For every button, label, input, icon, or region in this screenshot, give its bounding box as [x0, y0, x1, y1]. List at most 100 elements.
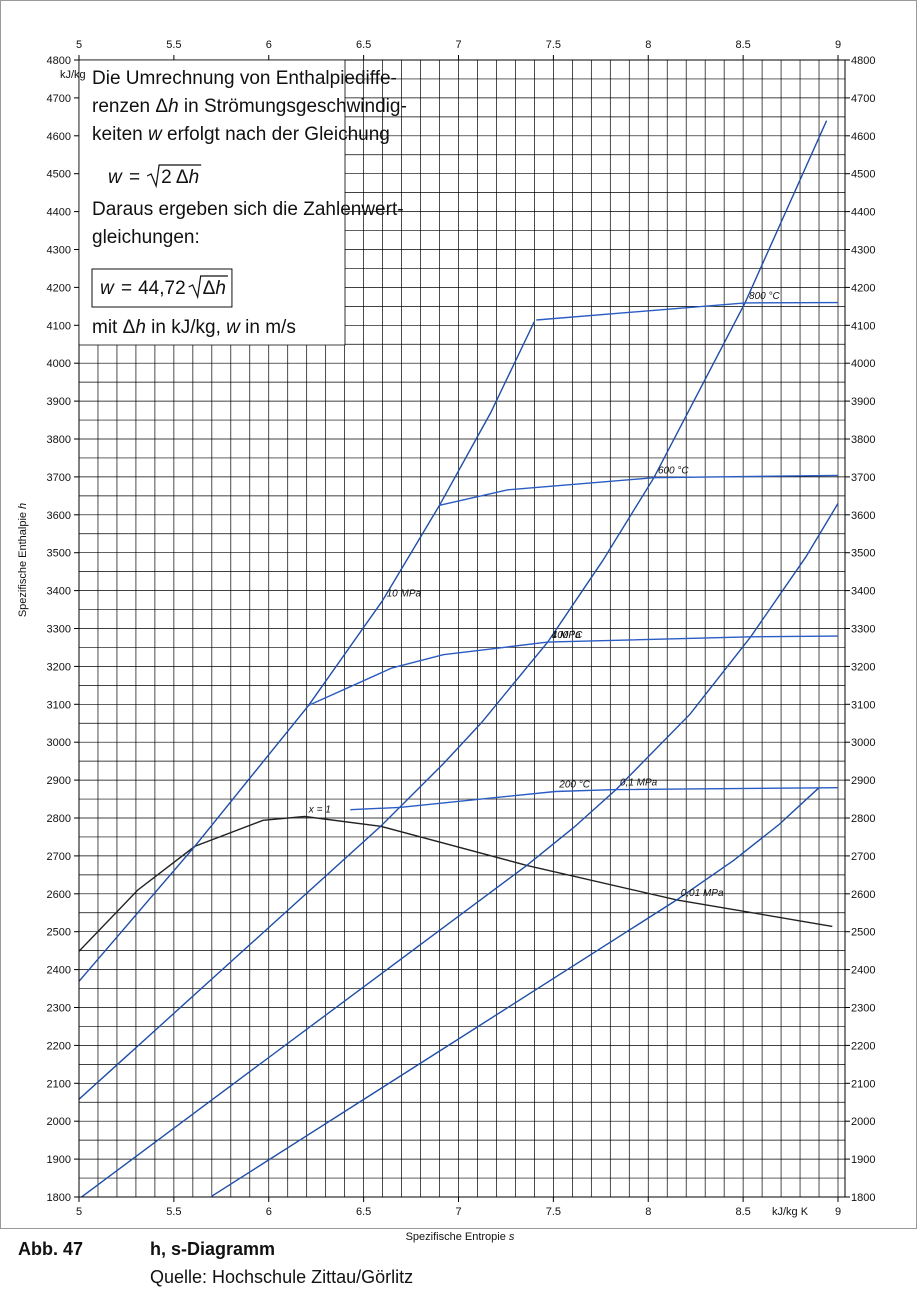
y-tick-label: 2900 [47, 775, 71, 787]
y-tick-label: 2800 [47, 813, 71, 825]
caption-title: h, s-Diagramm [150, 1239, 275, 1259]
y-tick-label: 2600 [851, 889, 875, 901]
x-tick-label: 9 [835, 1206, 841, 1218]
y-tick-label: 4000 [47, 358, 71, 370]
text-segment: 2 Δ [161, 167, 189, 188]
y-tick-label: 3900 [47, 396, 71, 408]
y-tick-label: 3700 [851, 472, 875, 484]
formula-radicand: Δh [203, 278, 226, 299]
note-line: renzen Δh in Strömungsgeschwindig- [92, 96, 407, 117]
y-tick-label: 3200 [851, 661, 875, 673]
y-tick-label: 3400 [47, 586, 71, 598]
series-label: 600 °C [658, 466, 689, 477]
y-tick-label: 2100 [851, 1078, 875, 1090]
text-segment: h [168, 96, 179, 117]
series-label: 400 °C [552, 630, 583, 641]
y-tick-label: 3500 [851, 548, 875, 560]
formula-op: = [121, 278, 132, 299]
y-tick-label: 4300 [851, 245, 875, 257]
x-tick-label: 7 [455, 39, 461, 51]
y-tick-label: 4600 [47, 131, 71, 143]
y-tick-label: 3200 [47, 661, 71, 673]
y-tick-label: 4800 [851, 55, 875, 67]
text-segment: h [135, 317, 146, 338]
x-tick-label: 8 [645, 39, 651, 51]
x-tick-label: 5 [76, 1206, 82, 1218]
text-segment: renzen Δ [92, 96, 168, 117]
y-tick-label: 4000 [851, 358, 875, 370]
text-segment: Δ [203, 278, 216, 299]
series-line [440, 475, 839, 505]
note-line: Daraus ergeben sich die Zahlenwert- [92, 199, 404, 220]
y-tick-label: 3300 [851, 624, 875, 636]
text-segment: h [189, 167, 200, 188]
y-tick-label: 3800 [47, 434, 71, 446]
y-tick-label: 4100 [47, 320, 71, 332]
caption-number: Abb. 47 [18, 1239, 83, 1259]
y-tick-label: 2000 [851, 1116, 875, 1128]
y-tick-label: 3900 [851, 396, 875, 408]
y-tick-label: 3000 [851, 737, 875, 749]
y-tick-label: 4400 [851, 207, 875, 219]
formula-lhs: w [108, 167, 123, 188]
series-label: 10 MPa [387, 588, 422, 599]
x-axis-label: Spezifische Entropie s [406, 1231, 515, 1243]
page: {"chart_data": { "type": "line", "xlim":… [0, 0, 917, 1306]
formula-op: = [129, 167, 140, 188]
y-tick-label: 1900 [47, 1154, 71, 1166]
y-tick-label: 4200 [851, 282, 875, 294]
note-line: gleichungen: [92, 227, 200, 248]
y-tick-label: 4100 [851, 320, 875, 332]
y-tick-label: 4500 [47, 169, 71, 181]
y-tick-label: 2100 [47, 1078, 71, 1090]
y-tick-label: 1800 [47, 1192, 71, 1204]
y-tick-label: 2400 [851, 965, 875, 977]
text-segment: s [509, 1231, 515, 1243]
y-tick-label: 3800 [851, 434, 875, 446]
x-tick-label: 5.5 [166, 39, 181, 51]
series-label: 200 °C [558, 779, 590, 790]
note-line: mit Δh in kJ/kg, w in m/s [92, 317, 296, 338]
y-tick-label: 2300 [47, 1003, 71, 1015]
y-tick-label: 2400 [47, 965, 71, 977]
text-segment: erfolgt nach der Gleichung [162, 124, 390, 145]
text-segment: Spezifische Enthalpie [17, 509, 29, 617]
y-tick-label: 2600 [47, 889, 71, 901]
note-line: keiten w erfolgt nach der Gleichung [92, 124, 390, 145]
text-segment: Die Umrechnung von Enthalpiediffe- [92, 68, 397, 89]
text-segment: in m/s [240, 317, 296, 338]
y-tick-label: 4700 [851, 93, 875, 105]
formula-radicand: 2 Δh [161, 167, 199, 188]
y-tick-label: 3000 [47, 737, 71, 749]
y-tick-label: 3600 [851, 510, 875, 522]
x-tick-label: 7.5 [546, 39, 561, 51]
y-tick-label: 2200 [851, 1040, 875, 1052]
x-tick-label: 6 [266, 39, 272, 51]
y-tick-label: 2900 [851, 775, 875, 787]
y-tick-label: 2500 [47, 927, 71, 939]
chart: x = 110 MPa1 MPa0,1 MPa0,01 MPa200 °C400… [0, 0, 917, 1306]
y-tick-label: 4700 [47, 93, 71, 105]
x-tick-label: 6.5 [356, 1206, 371, 1218]
y-tick-label: 3600 [47, 510, 71, 522]
x-tick-label: 8 [645, 1206, 651, 1218]
text-segment: h [215, 278, 226, 299]
y-tick-label: 2800 [851, 813, 875, 825]
y-tick-label: 4300 [47, 245, 71, 257]
x-tick-label: 5 [76, 39, 82, 51]
y-tick-label: 1800 [851, 1192, 875, 1204]
y-tick-label: 3300 [47, 624, 71, 636]
formula-coef: 44,72 [138, 278, 186, 299]
x-tick-label: 8.5 [735, 1206, 750, 1218]
text-segment: Spezifische Entropie [406, 1231, 509, 1243]
y-axis-label: Spezifische Enthalpie h [17, 503, 29, 617]
y-tick-label: 2300 [851, 1003, 875, 1015]
x-tick-label: 9 [835, 39, 841, 51]
y-tick-label: 3100 [47, 699, 71, 711]
y-tick-label: 2000 [47, 1116, 71, 1128]
text-segment: h [17, 503, 29, 509]
y-tick-label: 4600 [851, 131, 875, 143]
y-tick-label: 2200 [47, 1040, 71, 1052]
note-line: Die Umrechnung von Enthalpiediffe- [92, 68, 397, 89]
text-segment: gleichungen: [92, 227, 200, 248]
